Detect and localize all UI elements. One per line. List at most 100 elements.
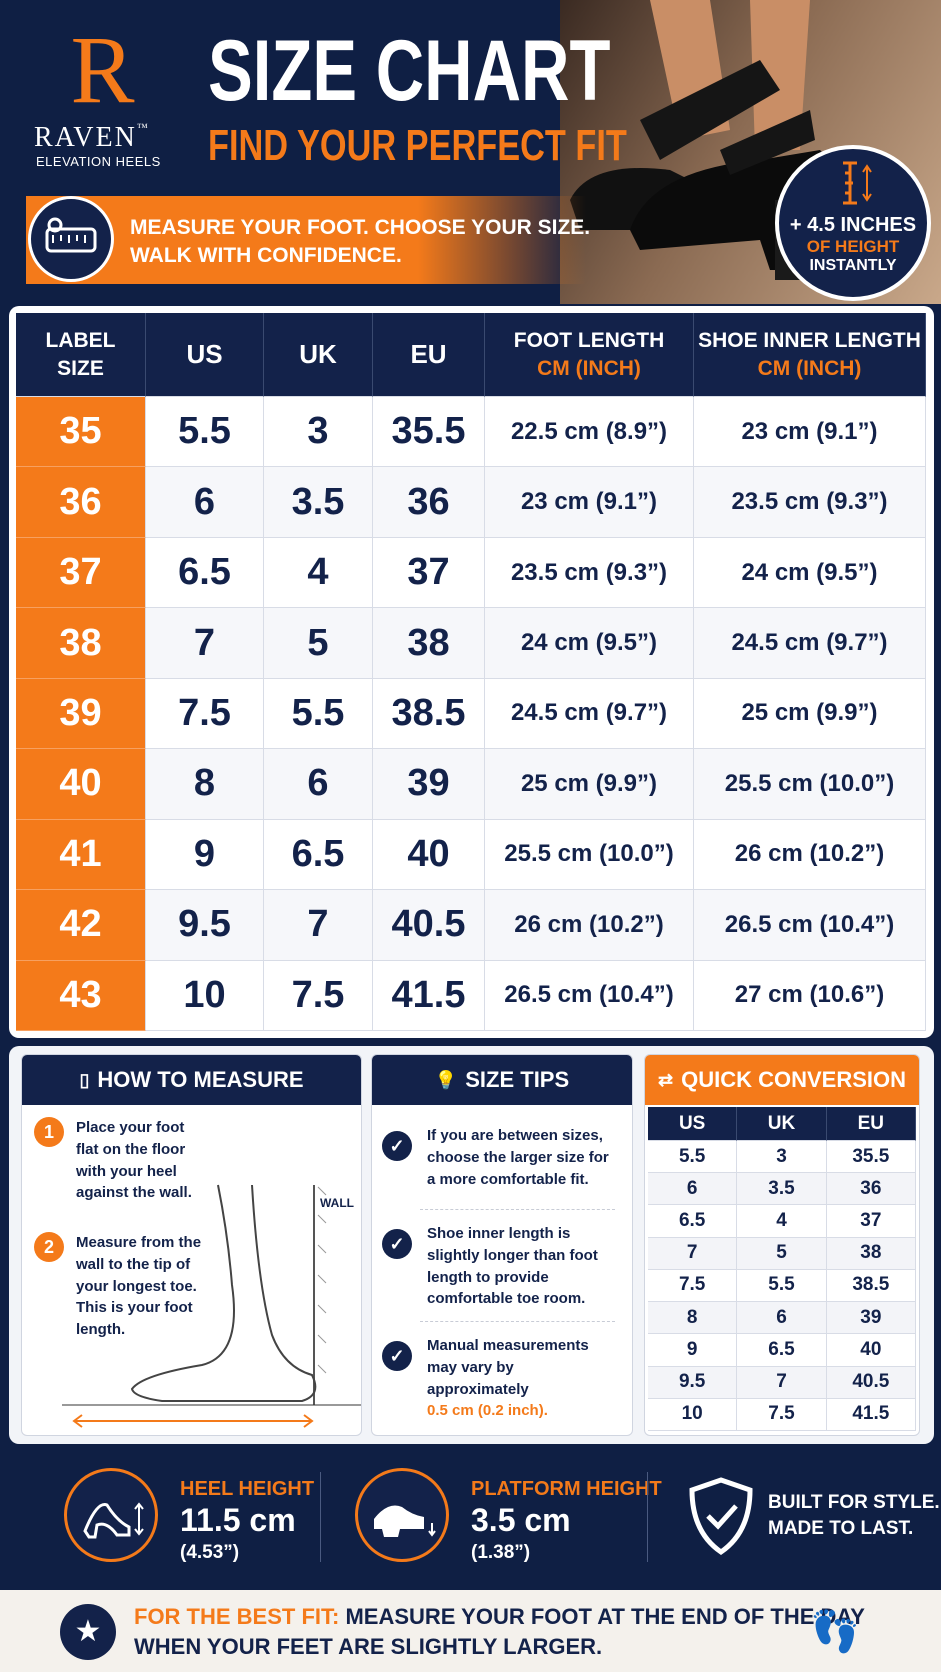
how-to-measure-card: ▯ HOW TO MEASURE 1 Place your foot flat on… [21, 1054, 362, 1436]
features-bar: HEEL HEIGHT 11.5 cm (4.53”) PLATFORM HEI… [0, 1450, 941, 1580]
label-size-cell: 39 [16, 678, 146, 750]
page-title: SIZE CHART [208, 23, 611, 119]
table-cell: 25 cm (9.9”) [694, 678, 926, 750]
table-cell: 26 cm (10.2”) [694, 819, 926, 891]
quality-line: BUILT FOR STYLE. [768, 1492, 940, 1513]
table-cell: 23 cm (9.1”) [694, 397, 926, 468]
card-header: ▯ HOW TO MEASURE [22, 1055, 361, 1105]
conversion-cell: 3 [737, 1141, 827, 1174]
table-header-cell: SHOE INNER LENGTH CM (INCH) [694, 313, 926, 397]
table-cell: 6 [146, 467, 264, 538]
banner [26, 196, 586, 284]
table-header-cell: EU [373, 313, 485, 397]
table-cell: 5.5 [264, 678, 373, 750]
table-cell: 41.5 [373, 960, 485, 1031]
header-title: EU [410, 339, 447, 369]
feature-sub: (4.53”) [180, 1542, 240, 1563]
table-cell: 3.5 [264, 467, 373, 538]
step-number: 2 [34, 1232, 64, 1262]
table-cell: 9 [146, 819, 264, 891]
header-title: LABEL SIZE [45, 329, 116, 380]
table-cell: 7.5 [146, 678, 264, 750]
header-title: UK [299, 339, 337, 369]
label-size-cell: 40 [16, 749, 146, 820]
tip-divider [420, 1209, 615, 1210]
conversion-cell: 39 [826, 1302, 916, 1335]
table-cell: 5.5 [146, 397, 264, 468]
table-cell: 4 [264, 537, 373, 609]
tip-body: If you are between sizes, choose the lar… [427, 1127, 609, 1188]
star-icon: ★ [60, 1604, 116, 1660]
table-cell: 40.5 [373, 890, 485, 961]
conversion-cell: 7.5 [737, 1398, 827, 1431]
platform-svg [374, 1505, 436, 1537]
quick-conversion-card: ⇄ QUICK CONVERSION US UK EU 5.5 3 35.5 6 3.5 36 6.… [644, 1054, 920, 1436]
tip-text: If you are between sizes, choose the lar… [427, 1125, 612, 1190]
tip-divider [420, 1321, 615, 1322]
table-cell: 36 [373, 467, 485, 538]
check-icon: ✓ [382, 1229, 412, 1259]
height-icon [843, 161, 872, 205]
table-cell: 5 [264, 608, 373, 679]
header-title: US [186, 339, 223, 369]
feature-value: 11.5 cm [180, 1502, 296, 1538]
label-size-cell: 42 [16, 890, 146, 961]
feature-label: PLATFORM HEIGHT [471, 1478, 662, 1500]
table-cell: 38.5 [373, 678, 485, 750]
conversion-cell: 5.5 [648, 1141, 738, 1174]
conversion-cell: 38 [826, 1237, 916, 1270]
conversion-cell: 40 [826, 1334, 916, 1367]
header-title: FOOT LENGTH [513, 328, 665, 352]
label-size-cell: 43 [16, 960, 146, 1031]
divider [647, 1472, 648, 1562]
table-cell: 22.5 cm (8.9”) [485, 397, 694, 468]
table-cell: 26.5 cm (10.4”) [694, 890, 926, 961]
conversion-cell: 7.5 [648, 1269, 738, 1303]
height-badge: + 4.5 INCHES OF HEIGHT INSTANTLY [775, 145, 931, 301]
platform-icon [355, 1468, 449, 1562]
table-cell: 25 cm (9.9”) [485, 749, 694, 820]
conversion-cell: 5.5 [737, 1269, 827, 1303]
badge-line: INSTANTLY [809, 257, 897, 274]
card-title: QUICK CONVERSION [681, 1067, 906, 1092]
tape-svg [45, 217, 97, 253]
table-cell: 9.5 [146, 890, 264, 961]
conversion-cell: 6 [737, 1302, 827, 1335]
header-title: SHOE INNER LENGTH [698, 328, 921, 352]
card-title: SIZE TIPS [465, 1067, 570, 1092]
table-cell: 7.5 [264, 960, 373, 1031]
shield-icon [689, 1477, 753, 1556]
table-cell: 23 cm (9.1”) [485, 467, 694, 538]
table-cell: 8 [146, 749, 264, 820]
logo-letter: R [70, 16, 135, 123]
conversion-header: US [648, 1107, 738, 1141]
banner-line: MEASURE YOUR FOOT. CHOOSE YOUR SIZE. [130, 216, 591, 239]
conversion-cell: 4 [737, 1205, 827, 1238]
label-size-cell: 38 [16, 608, 146, 679]
table-cell: 40 [373, 819, 485, 891]
step-text: Place your foot flat on the floor with y… [76, 1119, 192, 1202]
footer-line: WHEN YOUR FEET ARE SLIGHTLY LARGER. [134, 1633, 603, 1659]
table-cell: 26.5 cm (10.4”) [485, 960, 694, 1031]
feature-label: HEEL HEIGHT [180, 1478, 315, 1500]
conversion-cell: 37 [826, 1205, 916, 1238]
check-icon: ✓ [382, 1131, 412, 1161]
conversion-cell: 41.5 [826, 1398, 916, 1431]
table-header-cell: UK [264, 313, 373, 397]
conversion-header: UK [737, 1107, 827, 1141]
table-cell: 6 [264, 749, 373, 820]
table-cell: 26 cm (10.2”) [485, 890, 694, 961]
conversion-header: EU [826, 1107, 916, 1141]
tip-highlight: 0.5 cm (0.2 inch). [427, 1402, 548, 1420]
table-header-cell: LABEL SIZE [16, 313, 146, 397]
banner-text: MEASURE YOUR FOOT. CHOOSE YOUR SIZE. WAL… [130, 214, 590, 271]
conversion-cell: 9.5 [648, 1366, 738, 1399]
divider [320, 1472, 321, 1562]
badge-line: + 4.5 INCHES [789, 214, 917, 236]
tip-body: Manual measurements may vary by approxim… [427, 1337, 589, 1398]
size-tips-card: 💡 SIZE TIPS ✓ If you are between sizes, ch… [371, 1054, 633, 1436]
step-number: 1 [34, 1117, 64, 1147]
tip-body: Shoe inner length is slightly longer tha… [427, 1225, 598, 1308]
tip-text: Manual measurements may vary by approxim… [427, 1335, 612, 1422]
conversion-cell: 35.5 [826, 1141, 916, 1174]
